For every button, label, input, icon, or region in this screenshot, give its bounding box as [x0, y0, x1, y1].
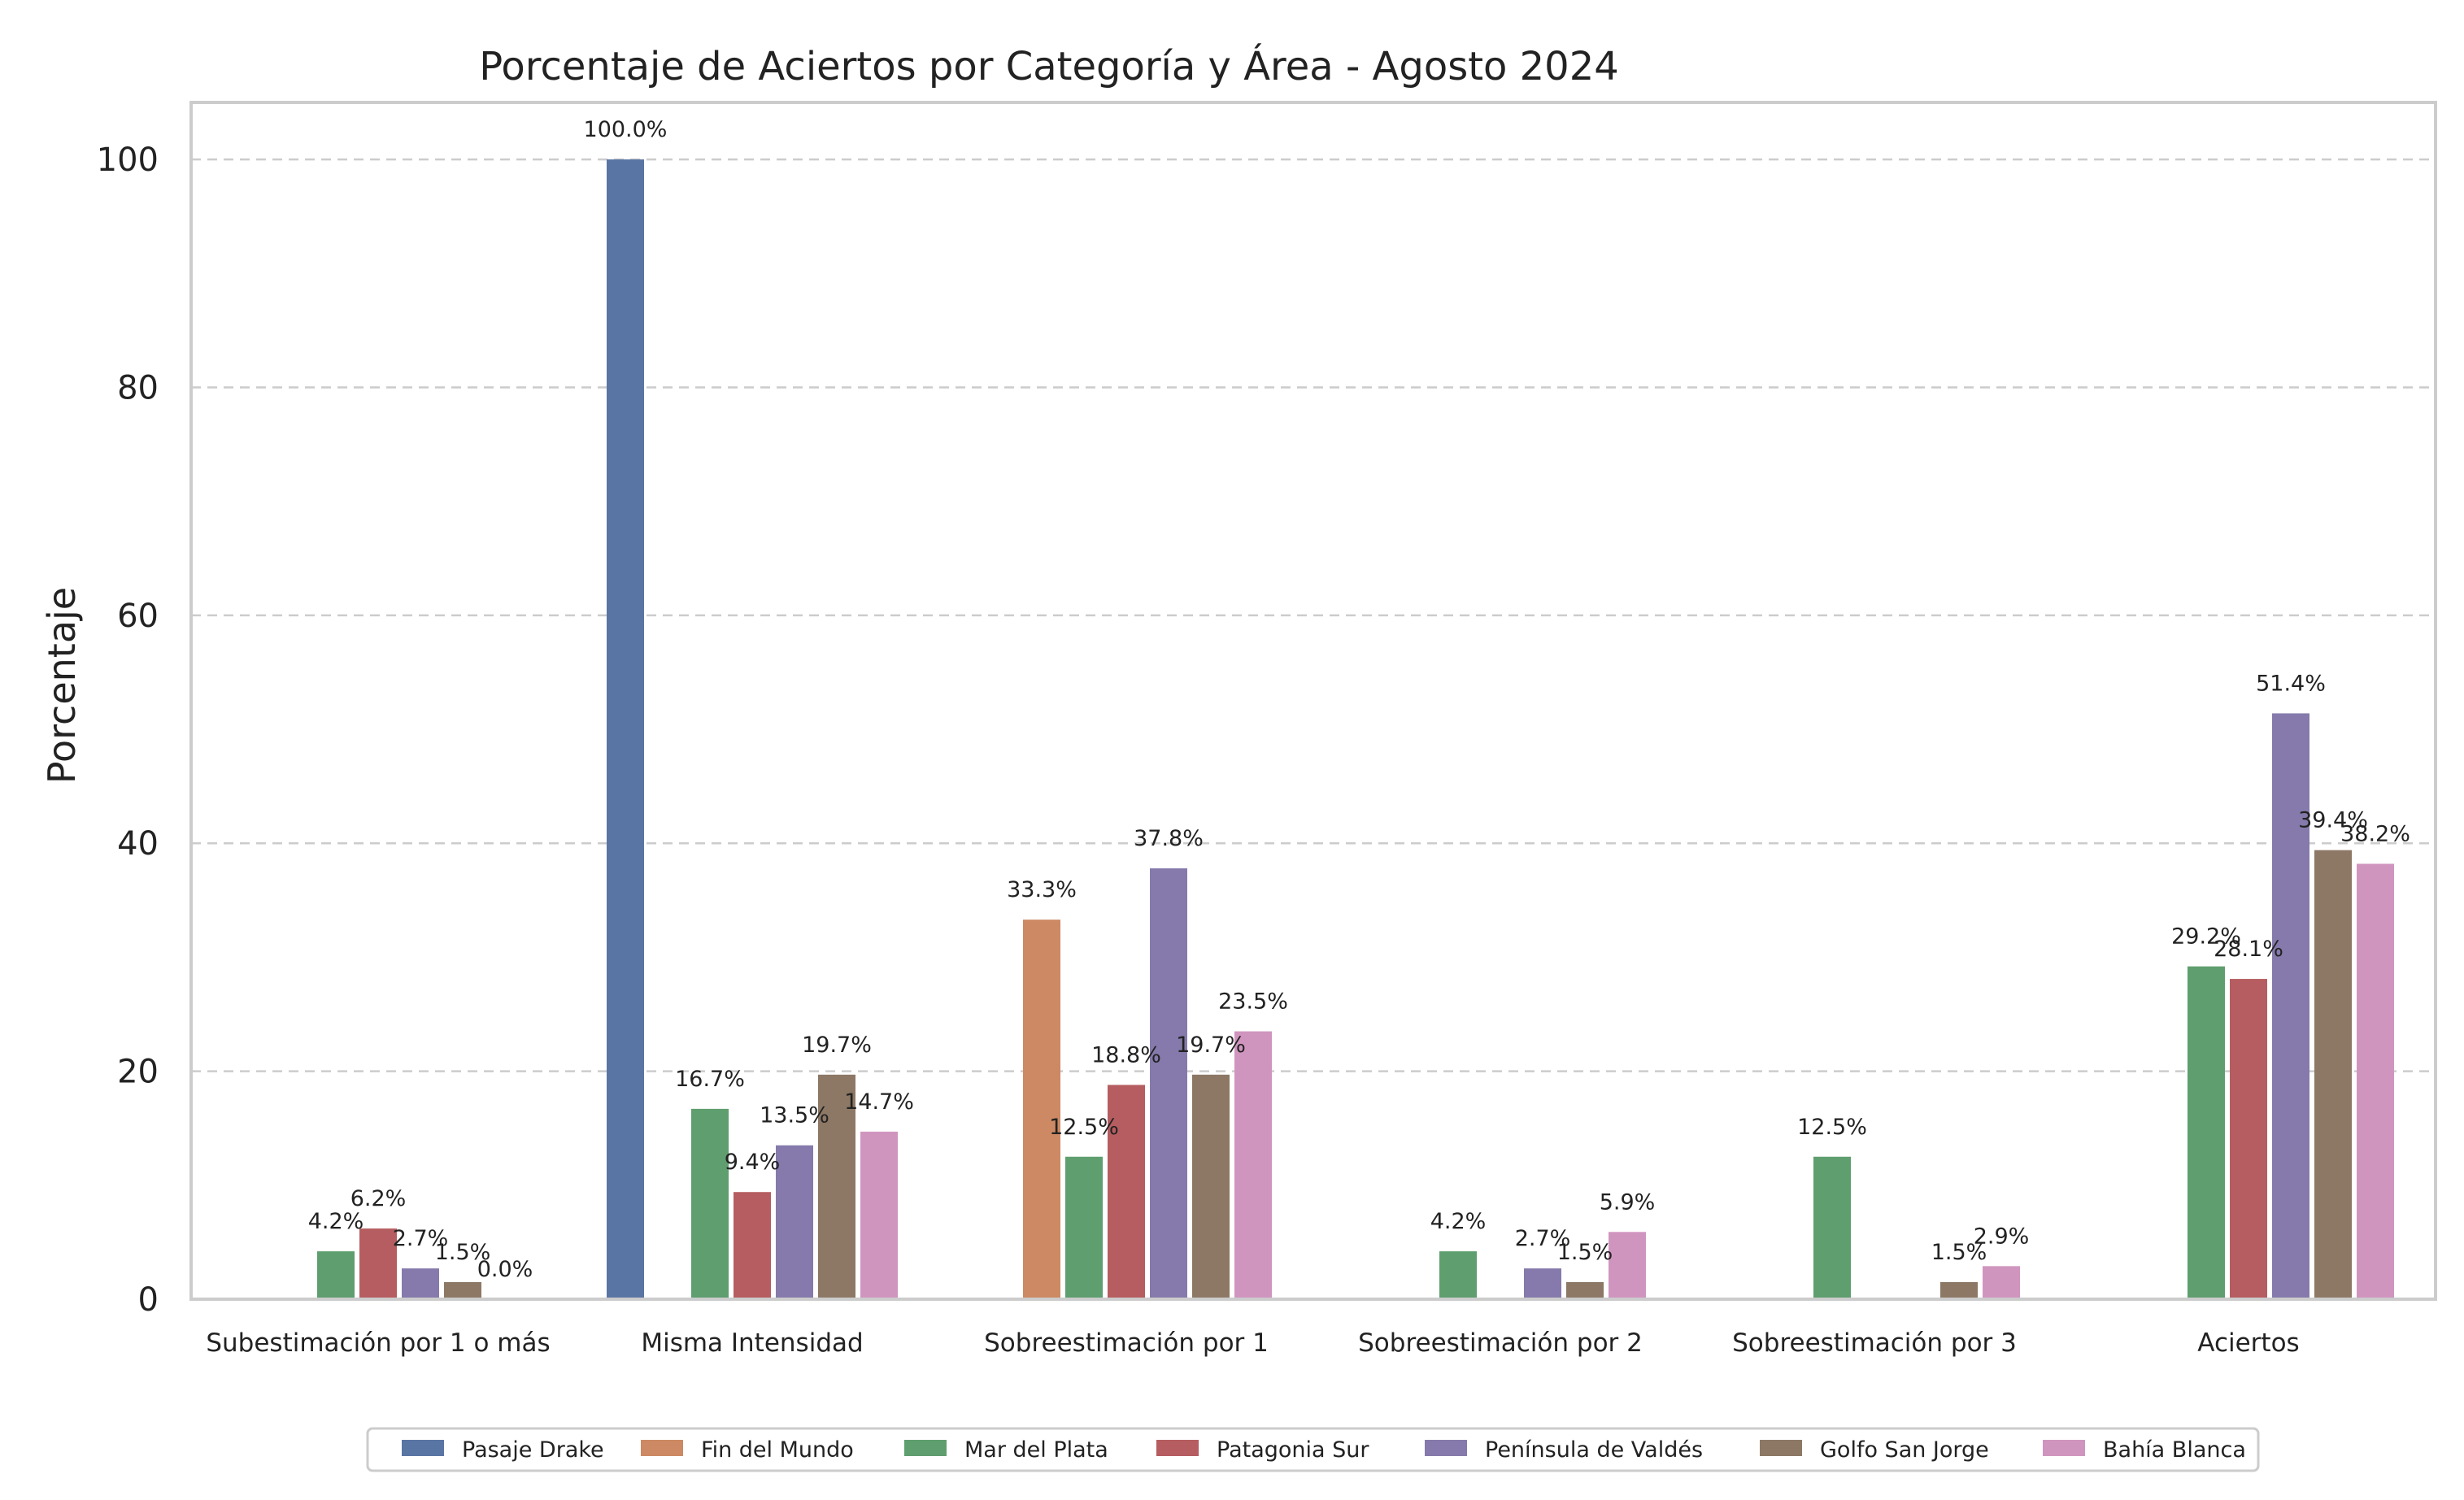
bar [1439, 1251, 1477, 1299]
chart-title: Porcentaje de Aciertos por Categoría y Á… [479, 43, 1619, 89]
bar [1108, 1085, 1145, 1299]
x-tick-label: Sobreestimación por 2 [1358, 1328, 1643, 1358]
bar [1150, 868, 1187, 1299]
data-label: 5.9% [1600, 1189, 1656, 1215]
data-label: 39.4% [2298, 808, 2368, 833]
bar [444, 1281, 481, 1299]
bar [734, 1192, 771, 1299]
legend-swatch [2043, 1440, 2085, 1456]
bar [1940, 1281, 1978, 1299]
legend-label: Pasaje Drake [462, 1437, 604, 1463]
data-label: 33.3% [1007, 877, 1077, 902]
x-tick-label: Aciertos [2197, 1328, 2299, 1358]
bar [317, 1251, 355, 1299]
bar [691, 1108, 729, 1299]
bar [2230, 979, 2267, 1299]
legend-swatch [904, 1440, 947, 1456]
y-axis-label: Porcentaje [40, 587, 84, 784]
bar [1192, 1074, 1230, 1299]
legend-label: Mar del Plata [964, 1437, 1108, 1463]
bar [2272, 713, 2309, 1299]
data-label: 4.2% [308, 1209, 364, 1234]
bar [2357, 863, 2394, 1299]
bar [1609, 1232, 1646, 1299]
bar [818, 1074, 855, 1299]
legend-swatch [1156, 1440, 1199, 1456]
bar [402, 1268, 439, 1299]
data-label: 12.5% [1049, 1115, 1119, 1140]
x-tick-label: Sobreestimación por 1 [984, 1328, 1269, 1358]
y-tick-label: 0 [138, 1281, 159, 1319]
legend-swatch [1425, 1440, 1467, 1456]
y-tick-label: 60 [117, 598, 159, 635]
data-label: 12.5% [1797, 1115, 1867, 1140]
data-label: 37.8% [1134, 826, 1204, 851]
data-labels: 100.0% 33.3% 4.2% 16.7% 12.5% 4.2% 12.5% 29.2% 6… [308, 117, 2410, 1282]
legend-label: Fin del Mundo [701, 1437, 854, 1463]
bar [860, 1131, 898, 1299]
bar [1065, 1156, 1103, 1299]
data-label: 14.7% [844, 1089, 914, 1115]
data-label: 100.0% [584, 117, 668, 142]
data-label: 1.5% [435, 1240, 491, 1265]
data-label: 19.7% [1176, 1033, 1246, 1058]
y-tick-label: 40 [117, 825, 159, 863]
data-label: 6.2% [350, 1186, 407, 1211]
y-tick-label: 80 [117, 369, 159, 407]
bar [776, 1145, 813, 1299]
x-tick-label: Misma Intensidad [641, 1328, 863, 1358]
data-label: 38.2% [2340, 821, 2410, 846]
data-label: 1.5% [1931, 1240, 1987, 1265]
data-label: 4.2% [1430, 1209, 1487, 1234]
data-label: 28.1% [2214, 937, 2283, 962]
legend-label: Golfo San Jorge [1820, 1437, 1989, 1463]
bar [1234, 1031, 1272, 1299]
data-label: 9.4% [725, 1150, 781, 1175]
data-label: 2.9% [1974, 1224, 2030, 1249]
x-tick-label: Subestimación por 1 o más [206, 1328, 550, 1358]
bar [1023, 920, 1060, 1299]
bar [2314, 850, 2352, 1299]
y-axis-ticks: 0 20 40 60 80 100 [97, 141, 159, 1319]
legend-label: Bahía Blanca [2103, 1437, 2246, 1463]
bar [607, 159, 644, 1300]
data-label: 23.5% [1218, 989, 1288, 1015]
data-label: 29.2% [2171, 924, 2241, 950]
legend-frame [366, 1427, 2260, 1472]
legend-swatch [1760, 1440, 1802, 1456]
data-label: 2.7% [1515, 1226, 1571, 1251]
bar [1566, 1281, 1604, 1299]
legend-swatch [641, 1440, 683, 1456]
bars [317, 159, 2394, 1300]
bar [359, 1228, 397, 1299]
gridlines [191, 158, 2436, 1072]
data-label: 1.5% [1557, 1240, 1613, 1265]
y-tick-label: 100 [97, 141, 159, 179]
bar [1983, 1266, 2020, 1299]
legend-swatch [402, 1440, 444, 1456]
legend-label: Península de Valdés [1485, 1437, 1703, 1463]
data-label: 51.4% [2256, 671, 2326, 696]
x-tick-label: Sobreestimación por 3 [1732, 1328, 2017, 1358]
bar [1524, 1268, 1561, 1299]
x-axis-ticks: Subestimación por 1 o más Misma Intensida… [206, 1328, 2299, 1358]
y-tick-label: 20 [117, 1054, 159, 1091]
legend-label: Patagonia Sur [1217, 1437, 1369, 1463]
bar [2188, 966, 2225, 1299]
bar [1813, 1156, 1851, 1299]
data-label: 16.7% [675, 1067, 745, 1092]
data-label: 19.7% [802, 1033, 872, 1058]
data-label: 18.8% [1091, 1042, 1161, 1067]
legend: Pasaje Drake Fin del Mundo Mar del Plata Pa… [366, 1427, 2260, 1472]
data-label: 0.0% [477, 1257, 533, 1282]
data-label: 2.7% [393, 1226, 449, 1251]
data-label: 13.5% [760, 1103, 829, 1128]
plot-frame [189, 101, 2437, 1301]
